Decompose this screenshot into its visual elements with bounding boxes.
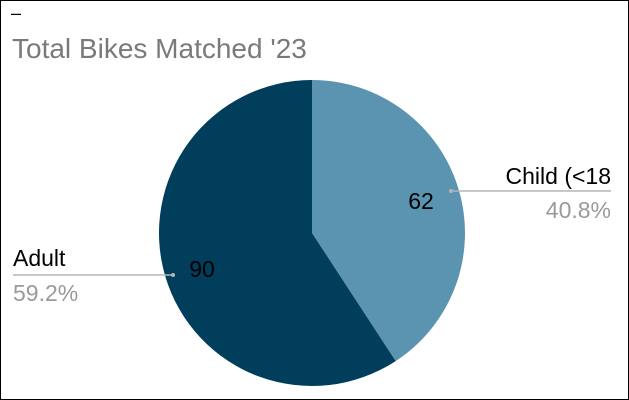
pie-slices [159,80,465,386]
slice-percent-label: 40.8% [546,197,611,223]
slice-category-label: Adult [13,245,66,271]
slice-value-label: 62 [408,188,434,214]
pie-slice-adult [159,80,396,386]
slice-value-label: 90 [189,256,215,282]
leader-dot [171,273,175,277]
chart-title: Total Bikes Matched '23 [12,33,307,64]
slice-percent-label: 59.2% [13,280,78,306]
slice-category-label: Child (<18 [506,163,611,189]
pie-annotations: 62 Child (<18 40.8% 90 Adult 59.2% [13,163,611,306]
corner-mark: – [11,3,21,23]
leader-dot [449,189,453,193]
pie-slice-child [312,80,465,362]
